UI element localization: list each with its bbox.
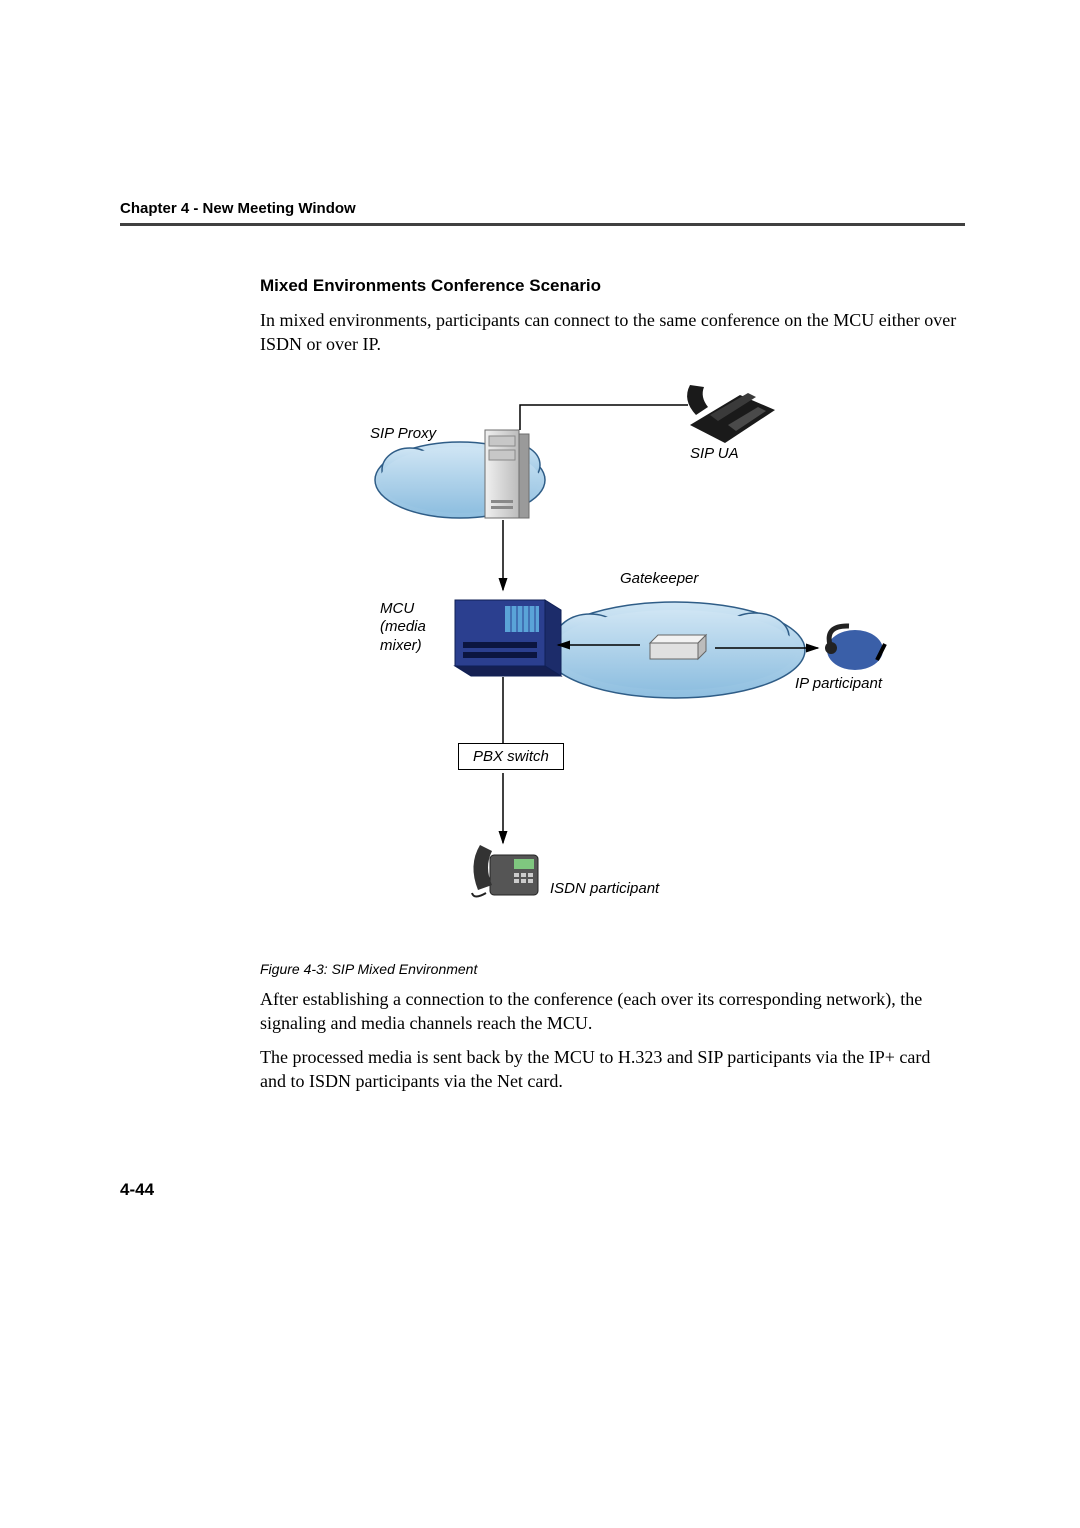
paragraph-after-1: After establishing a connection to the c… bbox=[260, 987, 960, 1036]
page-number: 4-44 bbox=[120, 1180, 154, 1200]
label-isdn-participant: ISDN participant bbox=[550, 880, 659, 899]
isdn-phone-icon bbox=[472, 845, 538, 897]
server-icon bbox=[485, 430, 529, 518]
label-gatekeeper: Gatekeeper bbox=[620, 570, 698, 589]
header-rule bbox=[120, 223, 965, 226]
label-sip-ua: SIP UA bbox=[690, 445, 739, 464]
label-ip-participant: IP participant bbox=[795, 675, 882, 694]
label-mcu: MCU (media mixer) bbox=[380, 600, 426, 656]
phone-icon bbox=[687, 385, 775, 443]
diagram: SIP Proxy SIP UA Gatekeeper MCU (media m… bbox=[320, 375, 920, 955]
mcu-icon bbox=[455, 600, 561, 676]
figure-wrap: SIP Proxy SIP UA Gatekeeper MCU (media m… bbox=[260, 375, 960, 977]
gatekeeper-device-icon bbox=[650, 635, 706, 659]
diagram-svg bbox=[320, 375, 920, 955]
ip-participant-icon bbox=[825, 626, 885, 670]
label-sip-proxy: SIP Proxy bbox=[370, 425, 436, 444]
paragraph-after-2: The processed media is sent back by the … bbox=[260, 1045, 960, 1094]
figure-caption: Figure 4-3: SIP Mixed Environment bbox=[260, 961, 960, 977]
chapter-header: Chapter 4 - New Meeting Window bbox=[120, 200, 965, 217]
section-title: Mixed Environments Conference Scenario bbox=[260, 276, 960, 296]
intro-paragraph: In mixed environments, participants can … bbox=[260, 308, 960, 357]
label-pbx-switch: PBX switch bbox=[458, 743, 564, 770]
